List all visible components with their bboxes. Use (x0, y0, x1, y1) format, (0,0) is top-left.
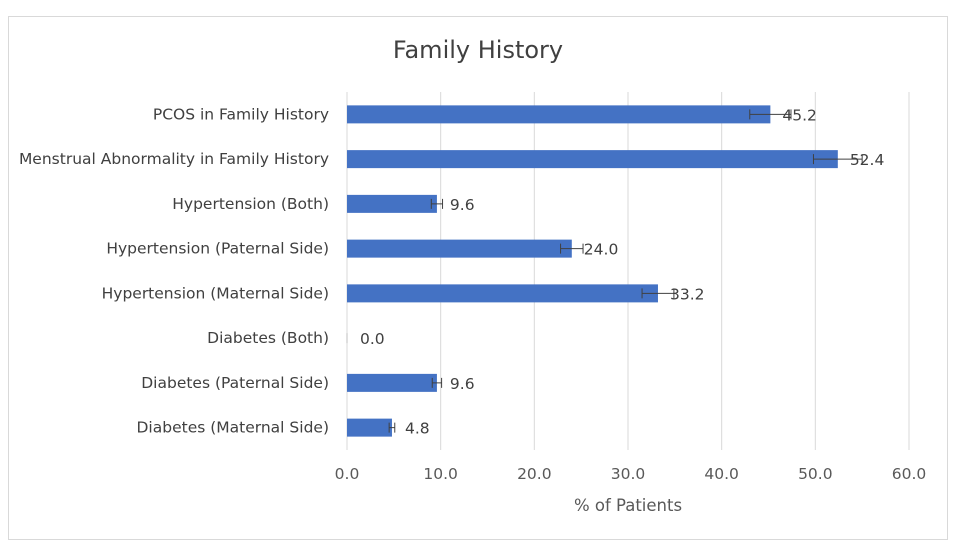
bar (347, 194, 437, 213)
gridlines (346, 92, 910, 450)
bars (346, 105, 863, 437)
bar (347, 284, 658, 303)
data-label: 52.4 (850, 151, 885, 169)
category-label: Hypertension (Maternal Side) (102, 284, 329, 302)
category-label: Diabetes (Both) (207, 329, 329, 347)
chart-frame (8, 16, 948, 540)
data-labels: 45.2 52.4 9.6 24.0 33.2 0.0 9.6 4.8 (360, 106, 884, 437)
x-axis-title: % of Patients (574, 496, 682, 515)
category-label: Diabetes (Paternal Side) (141, 374, 329, 392)
bar (347, 418, 392, 437)
data-label: 9.6 (450, 375, 475, 393)
data-label: 24.0 (584, 241, 619, 259)
category-label: Diabetes (Maternal Side) (137, 419, 330, 437)
x-tick-label: 40.0 (704, 465, 739, 483)
category-label: Hypertension (Both) (172, 195, 329, 213)
category-label: Hypertension (Paternal Side) (106, 240, 329, 258)
bar (347, 105, 771, 124)
x-tick-label: 50.0 (798, 465, 833, 483)
x-tick-labels: 0.0 10.0 20.0 30.0 40.0 50.0 60.0 (335, 465, 927, 483)
data-label: 4.8 (405, 420, 430, 438)
data-label: 9.6 (450, 196, 475, 214)
x-tick-label: 30.0 (611, 465, 646, 483)
x-tick-label: 20.0 (517, 465, 552, 483)
x-tick-label: 10.0 (423, 465, 458, 483)
chart-title: Family History (393, 36, 563, 64)
data-label: 33.2 (670, 285, 705, 303)
bar (347, 239, 572, 258)
x-tick-label: 60.0 (892, 465, 927, 483)
bar (347, 373, 437, 392)
data-label: 45.2 (782, 106, 817, 124)
bar (347, 150, 838, 169)
category-label: PCOS in Family History (153, 105, 329, 123)
category-labels: PCOS in Family History Menstrual Abnormal… (19, 105, 329, 436)
x-tick-label: 0.0 (335, 465, 360, 483)
category-label: Menstrual Abnormality in Family History (19, 150, 329, 168)
data-label: 0.0 (360, 330, 385, 348)
